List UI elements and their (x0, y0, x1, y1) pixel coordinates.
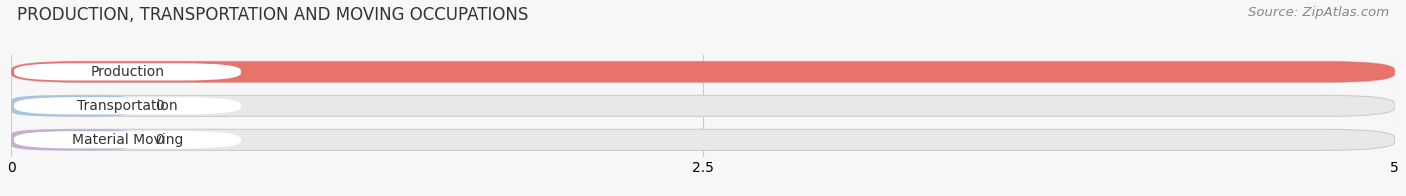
FancyBboxPatch shape (11, 95, 136, 116)
Text: PRODUCTION, TRANSPORTATION AND MOVING OCCUPATIONS: PRODUCTION, TRANSPORTATION AND MOVING OC… (17, 6, 529, 24)
FancyBboxPatch shape (14, 131, 240, 148)
FancyBboxPatch shape (11, 129, 136, 150)
FancyBboxPatch shape (14, 97, 240, 114)
FancyBboxPatch shape (14, 63, 240, 81)
Text: Production: Production (90, 65, 165, 79)
Text: 0: 0 (156, 133, 165, 147)
Text: Material Moving: Material Moving (72, 133, 183, 147)
FancyBboxPatch shape (11, 129, 1395, 150)
Text: Transportation: Transportation (77, 99, 177, 113)
FancyBboxPatch shape (11, 95, 1395, 116)
Text: Source: ZipAtlas.com: Source: ZipAtlas.com (1249, 6, 1389, 19)
FancyBboxPatch shape (11, 61, 1395, 82)
FancyBboxPatch shape (11, 61, 1395, 82)
Text: 0: 0 (156, 99, 165, 113)
